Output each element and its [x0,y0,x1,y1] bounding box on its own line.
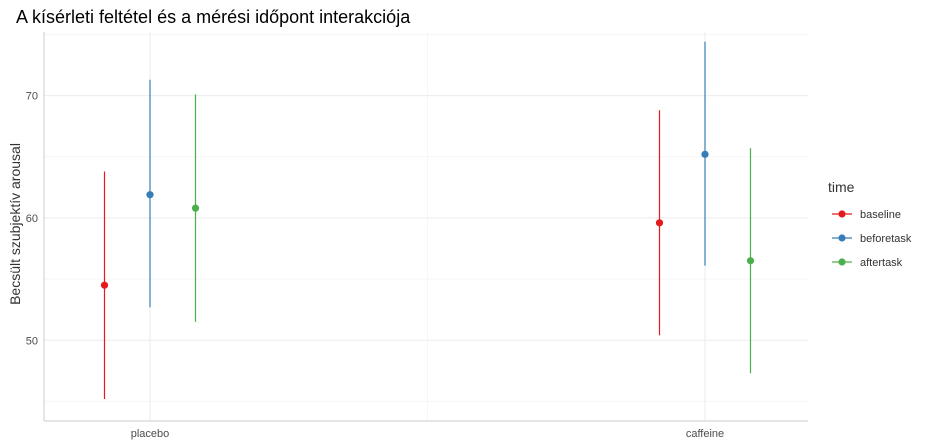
y-axis-title: Becsült szubjektív arousal [7,143,23,305]
legend-key-point [838,210,846,218]
y-tick-label: 50 [26,335,38,347]
data-point [100,281,109,289]
y-tick-label: 70 [26,91,38,103]
data-point [701,150,709,158]
y-tick-label: 60 [26,213,38,225]
grid [44,32,808,421]
data-point [655,219,664,227]
legend-label: baseline [860,209,901,221]
legend-label: beforetask [860,233,912,245]
data-point [746,257,755,265]
plot-marks [100,41,755,399]
legend-key-point [838,258,846,266]
legend: time baseline beforetask aftertask [828,179,912,269]
x-tick-label: caffeine [686,428,724,440]
axes: 50 60 70 placebo caffeine [26,32,808,440]
x-tick-label: placebo [131,428,170,440]
legend-label: aftertask [860,257,903,269]
legend-key-point [838,234,846,242]
data-point [146,191,154,199]
chart-title: A kísérleti feltétel és a mérési időpont… [16,7,411,27]
data-point [191,204,200,212]
legend-title: time [828,179,855,195]
